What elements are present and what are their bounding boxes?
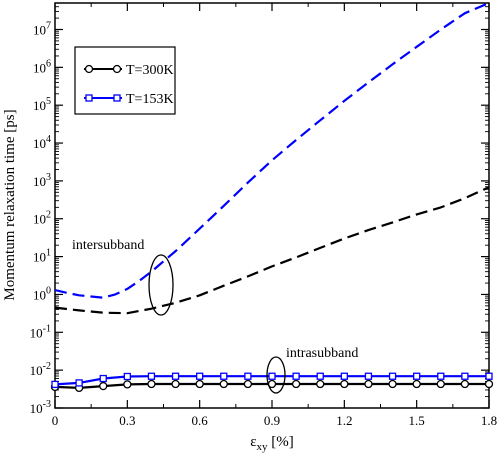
series-point-300k: [412, 379, 421, 389]
series-point-153k: [171, 372, 180, 380]
series-point-153k: [316, 372, 324, 380]
series-point-153k: [75, 379, 83, 387]
intrasubband-ellipse: [266, 356, 286, 394]
legend-marker-300k: [84, 64, 94, 74]
series-point-300k: [340, 379, 349, 389]
series-point-300k: [436, 379, 445, 389]
series-point-153k: [268, 372, 276, 380]
x-tick-label: 1.8: [481, 413, 497, 428]
annotation-intrasubband: intrasubband: [286, 346, 358, 361]
intersubband-ellipse: [148, 254, 174, 316]
series-point-300k: [123, 380, 132, 389]
x-tick-label: 0.9: [264, 413, 280, 428]
series-point-153k: [340, 372, 348, 380]
series-point-300k: [388, 379, 397, 389]
x-tick-label: 1.5: [409, 413, 425, 428]
series-point-153k: [292, 372, 300, 380]
series-point-153k: [99, 374, 107, 383]
series-point-300k: [364, 379, 373, 389]
series-point-153k: [244, 372, 252, 380]
series-line-2: [54, 186, 490, 315]
x-axis-title-sub: xy: [257, 441, 269, 453]
series-point-300k: [316, 379, 325, 389]
legend-label-300k: T=300K: [126, 63, 174, 78]
series-line-3: [54, 1, 490, 299]
series-point-300k: [219, 379, 228, 389]
series-point-300k: [147, 379, 156, 389]
series-point-153k: [364, 372, 373, 380]
series-point-153k: [51, 380, 59, 389]
series-point-153k: [485, 372, 493, 380]
series-point-153k: [461, 372, 469, 380]
legend: T=300K T=153K: [74, 46, 176, 115]
y-tick-label: 10-1: [30, 323, 51, 340]
y-tick-label: 101: [33, 248, 51, 265]
x-axis-title-unit: [%]: [268, 434, 294, 450]
y-tick-label: 107: [33, 20, 51, 37]
annotation-intersubband: intersubband: [72, 238, 144, 253]
series-point-300k: [291, 379, 301, 389]
y-tick-label: 105: [33, 96, 51, 113]
series-point-153k: [437, 372, 445, 380]
x-tick-label: 1.2: [336, 413, 352, 428]
series-point-153k: [220, 372, 228, 380]
series-point-153k: [413, 372, 421, 380]
y-tick-label: 106: [33, 58, 51, 75]
series-point-300k: [484, 379, 494, 389]
legend-marker-300k-end: [112, 64, 122, 74]
series-point-153k: [388, 372, 397, 380]
legend-label-153k: T=153K: [126, 92, 174, 107]
x-tick-label: 0: [52, 413, 59, 428]
series-point-300k: [195, 379, 204, 389]
series-point-300k: [99, 381, 108, 391]
y-tick-label: 10-3: [30, 399, 51, 416]
legend-marker-153k: [85, 94, 93, 102]
series-point-153k: [123, 372, 131, 381]
y-axis-title: Momentum relaxation time [ps]: [2, 109, 18, 300]
x-axis-title: εxy [%]: [250, 434, 294, 453]
y-tick-label: 102: [33, 210, 51, 227]
series-point-153k: [147, 372, 156, 380]
y-tick-label: 100: [33, 285, 51, 302]
series-point-300k: [171, 379, 180, 389]
y-tick-label: 103: [33, 172, 51, 189]
tick-group: 0 0.3 0.6 0.9 1.2 1.5 1.8 10-3 10-2 10-1 100 101 102…: [30, 2, 497, 428]
legend-marker-153k-end: [113, 94, 121, 102]
series-point-153k: [196, 372, 204, 380]
series-point-300k: [460, 379, 470, 389]
x-tick-label: 0.3: [119, 413, 135, 428]
y-tick-label: 10-2: [30, 361, 51, 378]
legend-box: [74, 46, 176, 115]
series-group: [50, 1, 494, 393]
series-point-300k: [243, 379, 253, 389]
y-tick-label: 104: [33, 134, 51, 151]
x-tick-label: 0.6: [192, 413, 209, 428]
